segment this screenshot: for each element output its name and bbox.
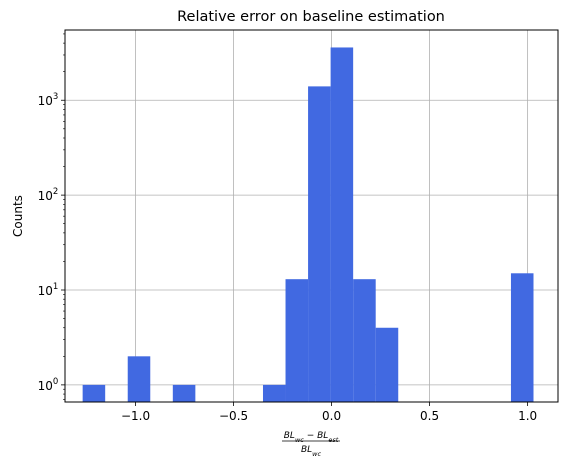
histogram-bar — [127, 356, 151, 402]
x-tick-label: −1.0 — [121, 409, 150, 423]
histogram-bar — [375, 327, 399, 402]
x-axis-ticks: −1.0 −0.5 0.0 0.5 1.0 — [121, 402, 537, 423]
x-tick-label: 1.0 — [518, 409, 537, 423]
y-axis-ticks: 100 101 102 103 — [38, 33, 65, 400]
y-tick-label: 102 — [38, 187, 59, 203]
histogram-bar — [172, 384, 196, 402]
x-axis-label-denominator: BLwc — [301, 445, 322, 458]
x-tick-label: −0.5 — [219, 409, 248, 423]
y-tick-label: 103 — [38, 92, 59, 108]
histogram-bar — [308, 86, 331, 402]
chart-title: Relative error on baseline estimation — [177, 9, 445, 25]
histogram-bar — [510, 273, 534, 402]
y-tick-label: 100 — [38, 377, 59, 393]
bars-layer — [82, 47, 534, 402]
histogram-bar — [353, 279, 376, 402]
histogram-bar — [285, 279, 309, 402]
x-tick-label: 0.5 — [420, 409, 439, 423]
histogram-bar — [262, 384, 286, 402]
y-axis-label: Counts — [11, 195, 25, 237]
x-axis-label-numerator: BLwc − BLest — [284, 431, 339, 444]
y-tick-label: 101 — [38, 282, 59, 298]
x-tick-label: 0.0 — [322, 409, 341, 423]
histogram-bar — [82, 384, 106, 402]
x-axis-label: BLwc − BLest BLwc — [282, 431, 340, 458]
histogram-bar — [330, 47, 354, 402]
